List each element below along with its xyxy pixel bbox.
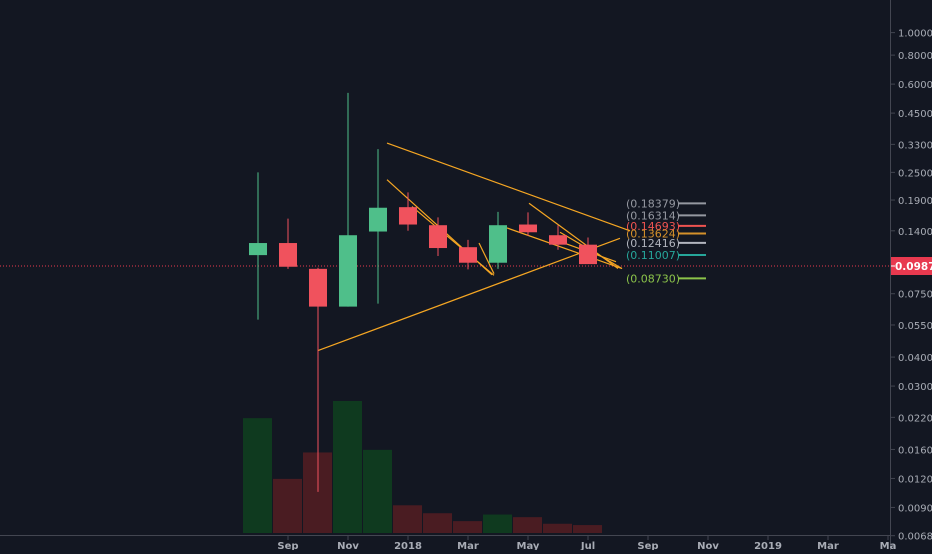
candles[interactable] (249, 92, 597, 492)
time-tick-label: Ma (880, 541, 897, 550)
candle-body[interactable] (249, 243, 267, 256)
volume-bar (483, 514, 512, 533)
level-label: (0.11007) (626, 249, 680, 262)
level-label: (0.13624) (626, 228, 680, 241)
volume-bar (513, 517, 542, 533)
volume-bar (273, 478, 302, 533)
volume-bar (363, 449, 392, 533)
candle-body[interactable] (519, 224, 537, 233)
volume-bar (543, 523, 572, 533)
time-tick-label: 2018 (394, 541, 422, 550)
candle-body[interactable] (279, 243, 297, 267)
time-tick-label: Mar (817, 541, 839, 550)
trendline[interactable] (317, 237, 621, 352)
time-tick-label: Nov (697, 541, 719, 550)
last-price-tag (891, 257, 932, 275)
price-axis[interactable]: 2.000001.500001.000000.800000.600000.450… (891, 0, 932, 550)
time-tick-label: Jul (580, 541, 595, 550)
price-tick-label: 0.00680 (898, 532, 932, 543)
volume-bar (453, 521, 482, 533)
volume-bars (243, 401, 602, 533)
trendline[interactable] (386, 142, 631, 232)
candle-body[interactable] (579, 244, 597, 265)
level-label: (0.08730) (626, 272, 680, 285)
time-tick-label: Nov (337, 541, 359, 550)
volume-bar (573, 525, 602, 533)
level-label: (0.12416) (626, 237, 680, 250)
volume-bar (393, 505, 422, 533)
level-label: (0.14693) (626, 220, 680, 233)
time-tick-label: Sep (277, 541, 298, 550)
level-label: (0.18379) (626, 197, 680, 210)
candle-body[interactable] (459, 247, 477, 263)
time-tick-label: 2019 (754, 541, 782, 550)
last-price-label: 0.09874 (895, 261, 932, 273)
level-lines: (0.18379)(0.16314)(0.14693)(0.13624)(0.1… (0, 197, 890, 285)
candle-body[interactable] (429, 225, 447, 249)
time-tick-label: May (517, 541, 540, 550)
time-tick-label: Mar (457, 541, 479, 550)
candle-body[interactable] (339, 235, 357, 307)
candle-body[interactable] (549, 235, 567, 245)
trendline[interactable] (411, 206, 495, 276)
candle-body[interactable] (309, 268, 327, 307)
time-tick-label: Sep (637, 541, 658, 550)
volume-bar (243, 418, 272, 533)
volume-bar (333, 401, 362, 533)
trendline[interactable] (478, 242, 495, 274)
level-label: (0.16314) (626, 209, 680, 222)
volume-bar (423, 513, 452, 533)
candle-body[interactable] (369, 207, 387, 232)
candle-body[interactable] (399, 207, 417, 225)
candle-body[interactable] (489, 225, 507, 263)
time-axis[interactable]: Sep Nov 2018 Mar May Jul Sep Nov 2019 Mar Ma (277, 536, 897, 552)
trendline[interactable] (506, 227, 623, 270)
